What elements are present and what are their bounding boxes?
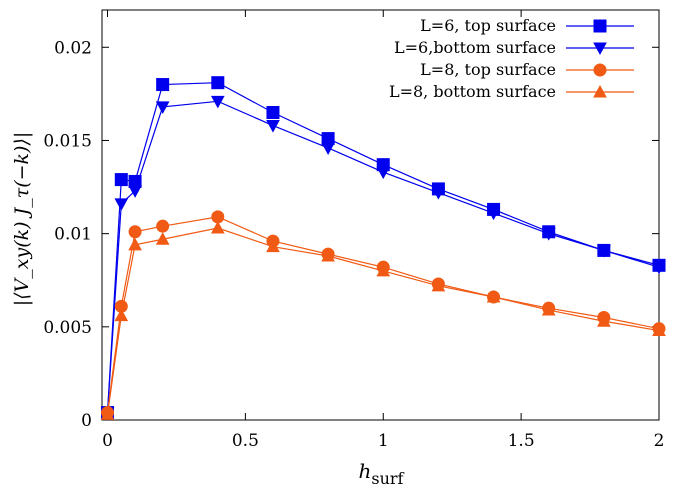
series-line [106, 100, 660, 413]
x-tick-label: 1.5 [508, 431, 535, 451]
data-point [266, 120, 280, 133]
data-point [431, 278, 446, 292]
data-point [210, 95, 225, 109]
data-point [114, 198, 129, 211]
legend-label: L=8, top surface [420, 60, 556, 79]
data-point [486, 289, 501, 303]
legend-label: L=6, top surface [420, 16, 556, 35]
y-tick-label: 0.01 [54, 225, 92, 245]
data-point [155, 232, 170, 245]
data-point [211, 76, 225, 90]
data-point [156, 78, 170, 92]
x-tick-label: 2 [654, 431, 665, 451]
legend-item: L=8, top surface [420, 60, 634, 79]
data-point [431, 187, 446, 200]
data-point [114, 308, 129, 322]
x-axis-label-sub: surf [371, 469, 404, 488]
y-tick-label: 0.015 [43, 131, 92, 151]
plot-frame [101, 9, 660, 421]
data-point [128, 237, 142, 251]
data-point [266, 239, 280, 253]
data-point [266, 106, 280, 119]
data-point [128, 185, 142, 198]
data-point [597, 314, 611, 327]
y-tick-label: 0.005 [43, 318, 92, 338]
legend-item: L=8, bottom surface [389, 82, 634, 101]
y-tick-label: 0.02 [54, 38, 92, 58]
y-axis-label: |⟨V_xy(k) J_τ(−k)⟩| [11, 132, 33, 307]
data-point [652, 323, 666, 337]
legend-label: L=8, bottom surface [389, 82, 556, 101]
plot-axes [101, 9, 660, 421]
series-line [106, 227, 660, 415]
legend-label: L=6,bottom surface [394, 38, 556, 57]
legend-item: L=6, top surface [420, 16, 634, 35]
x-axis-label: hsurf [359, 459, 405, 488]
data-point [155, 101, 170, 114]
legend-marker [593, 42, 607, 56]
x-tick-label: 0.5 [232, 431, 259, 451]
data-point [652, 261, 666, 275]
series-line [106, 82, 660, 413]
data-point [100, 407, 115, 420]
series-line [106, 216, 660, 413]
legend-item: L=6,bottom surface [394, 38, 634, 57]
legend-marker [593, 84, 607, 98]
series-4 [100, 221, 666, 420]
data-point [210, 221, 225, 234]
axis-ticks: 0 0.5 1 1.5 2 0 0.005 0.01 0.015 0.02 [43, 10, 664, 451]
data-point [321, 248, 335, 262]
series-1 [101, 76, 666, 420]
x-tick-label: 1 [378, 431, 389, 451]
data-point [156, 219, 170, 233]
series-2 [100, 95, 666, 420]
legend-marker [593, 63, 607, 77]
x-axis-label-main: h [359, 459, 372, 483]
data-point [541, 303, 556, 316]
data-point [541, 228, 556, 241]
data-point [376, 166, 391, 180]
series-layer [100, 76, 666, 420]
x-tick-label: 0 [102, 431, 113, 451]
legend-marker [593, 19, 607, 33]
data-point [486, 207, 501, 221]
data-point [376, 263, 391, 277]
data-point [128, 225, 142, 239]
data-point [321, 142, 335, 155]
legend: L=6, top surface L=6,bottom surface L=8, t… [389, 16, 634, 101]
data-point [597, 244, 611, 258]
data-point [114, 173, 128, 187]
y-tick-label: 0 [81, 411, 92, 431]
